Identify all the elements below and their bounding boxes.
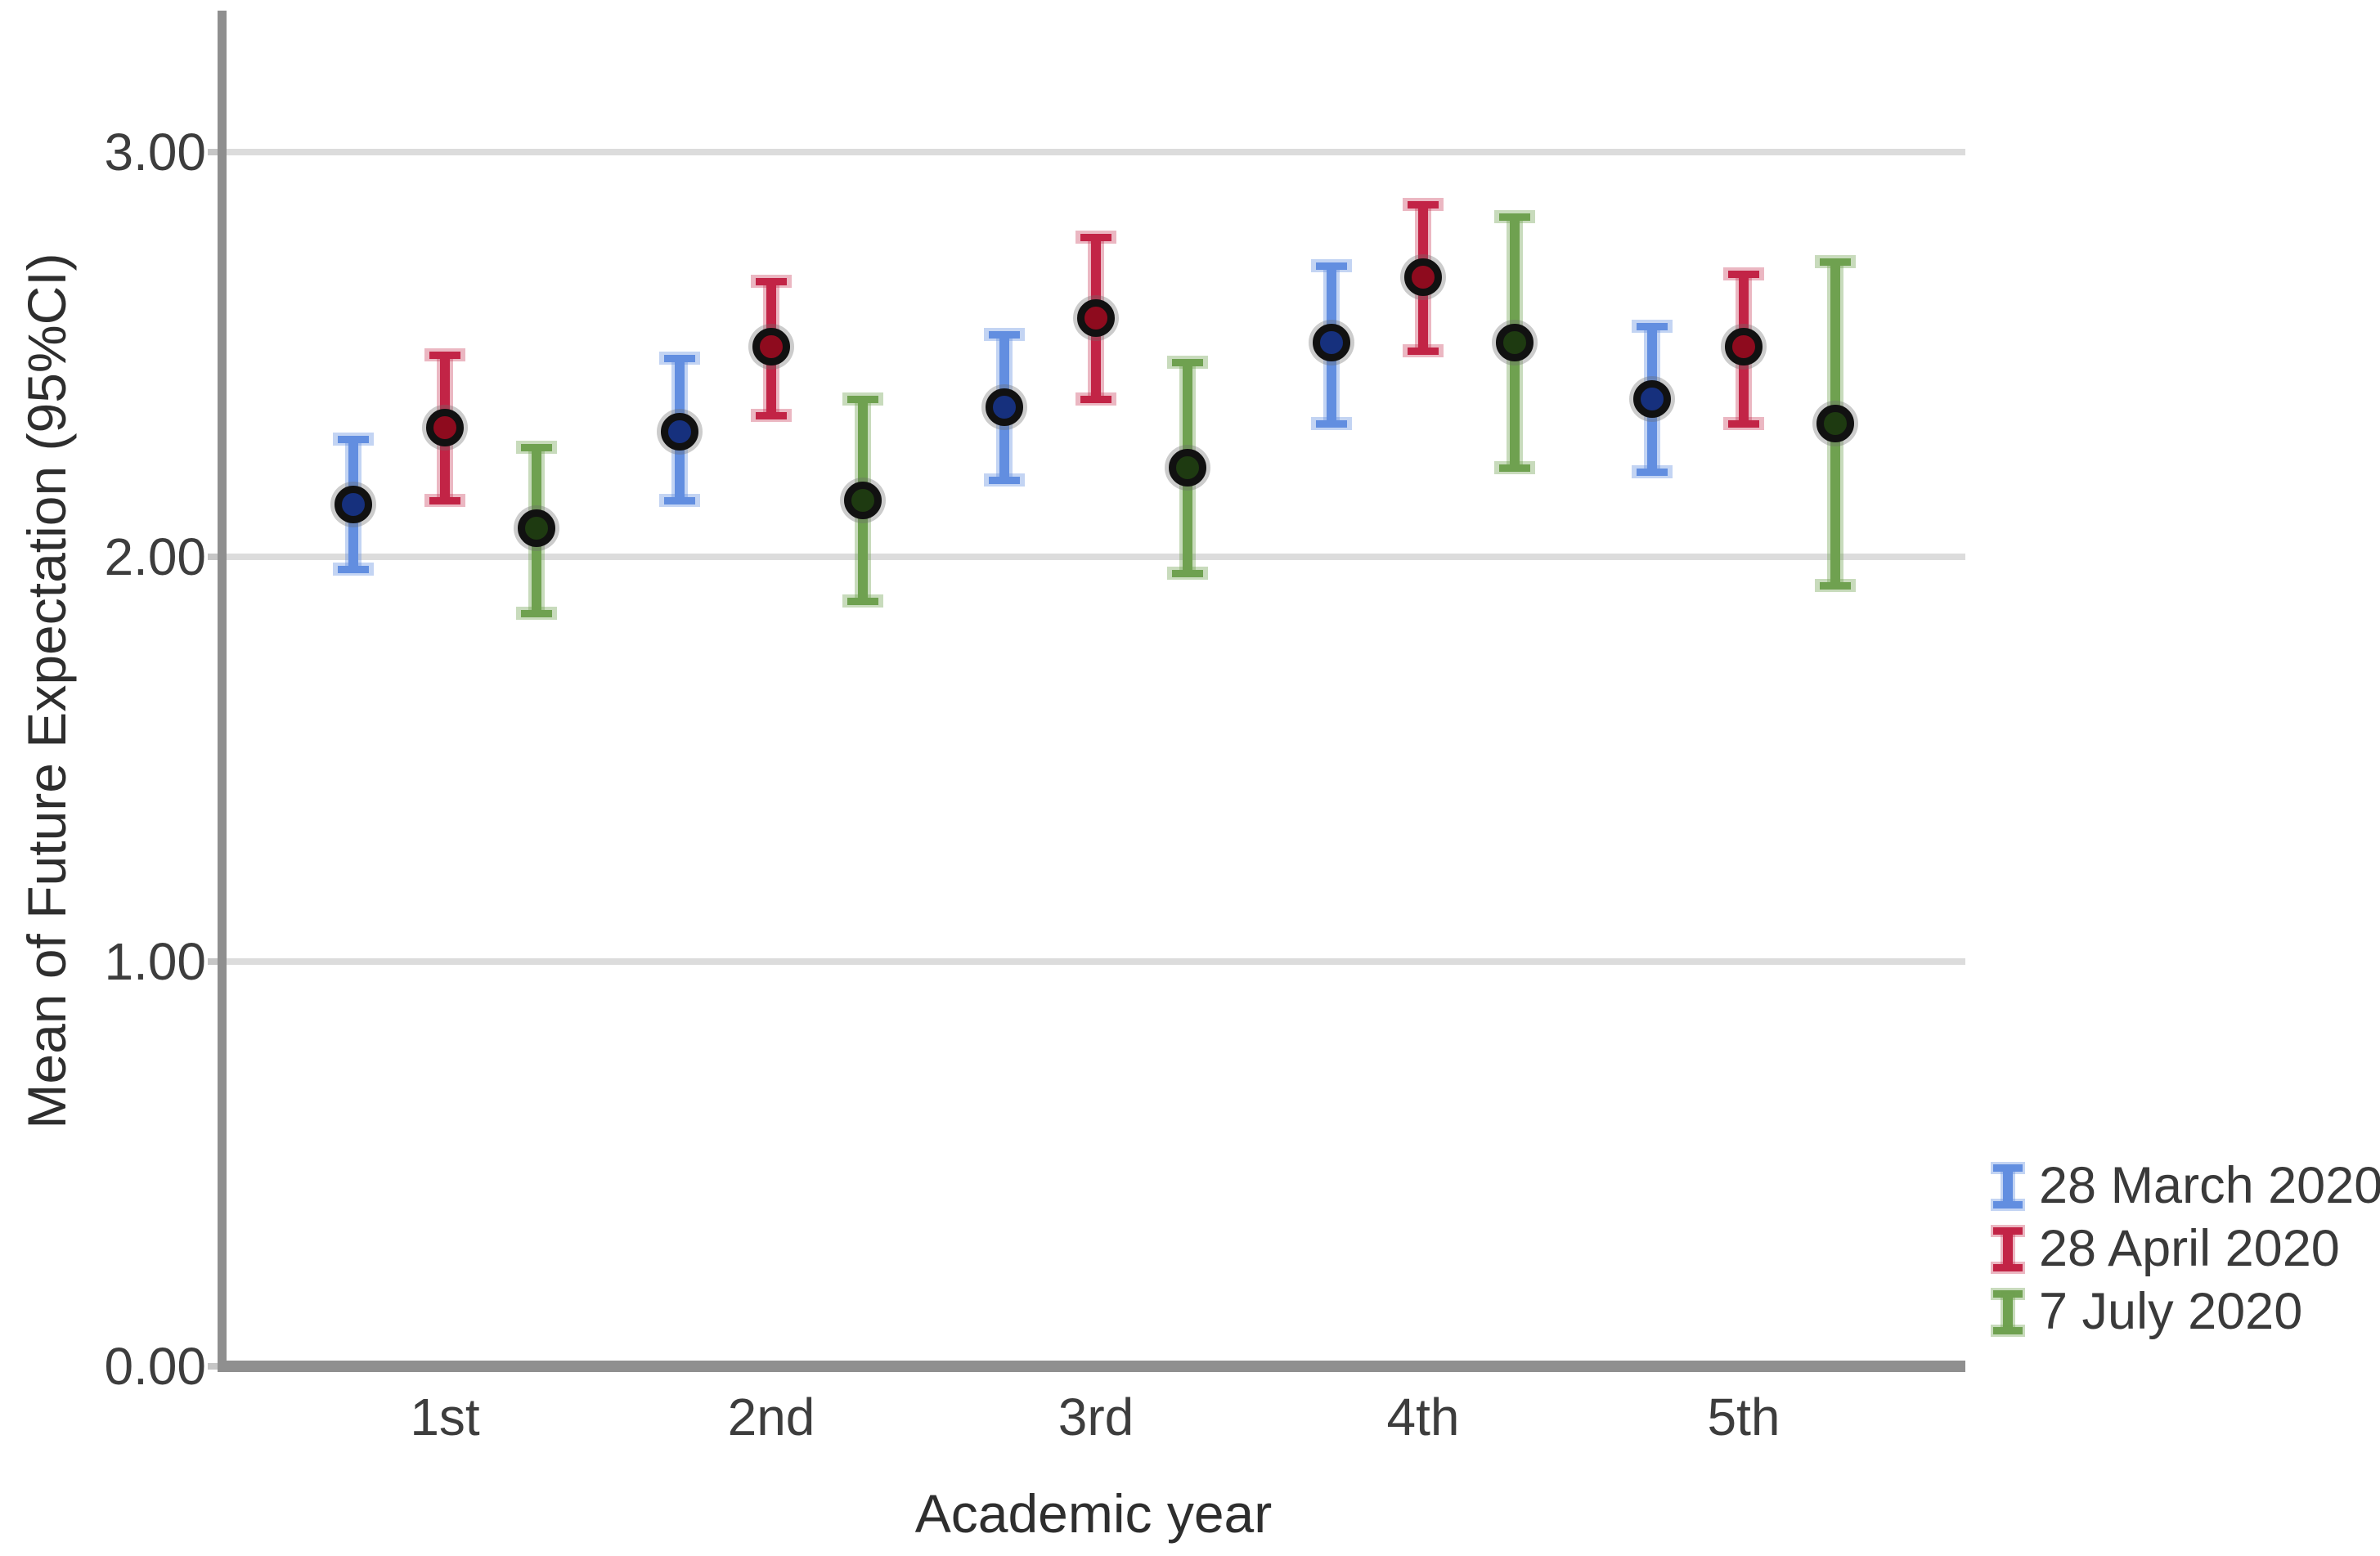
- mean-marker: [1496, 323, 1534, 361]
- ci-cap-bottom: [664, 496, 695, 504]
- y-tick-label-2.00: 2.00: [104, 527, 206, 586]
- mean-marker: [1077, 298, 1115, 337]
- mean-marker: [1313, 323, 1350, 361]
- glyph-cap-bottom: [1993, 1326, 2023, 1334]
- gridline-2.00: [227, 554, 1965, 560]
- mean-marker: [1816, 404, 1854, 442]
- x-tick-label-1st: 1st: [410, 1388, 480, 1446]
- ci-cap-bottom: [1172, 569, 1203, 577]
- mean-marker: [1725, 327, 1763, 365]
- x-tick-label-5th: 5th: [1707, 1388, 1781, 1446]
- ci-cap-bottom: [989, 476, 1020, 484]
- ci-cap-bottom: [756, 411, 787, 419]
- gridline-1.00: [227, 958, 1965, 965]
- mean-marker: [518, 509, 555, 548]
- ci-cap-bottom: [429, 496, 460, 504]
- errorbar-glyph-icon: [1993, 1289, 2023, 1334]
- mean-marker: [752, 327, 790, 365]
- x-axis-title: Academic year: [914, 1483, 1273, 1544]
- y-tick-label-0.00: 0.00: [104, 1337, 206, 1396]
- mean-marker: [1404, 258, 1442, 297]
- glyph-stem: [2003, 1167, 2013, 1205]
- ci-cap-bottom: [1637, 469, 1668, 477]
- glyph-stem: [2003, 1230, 2013, 1268]
- ci-cap-top: [1728, 270, 1759, 278]
- y-tick-mark-2.00: [208, 554, 218, 560]
- ci-cap-top: [1316, 262, 1347, 270]
- errorbar-glyph-icon: [1993, 1164, 2023, 1208]
- ci-cap-top: [664, 355, 695, 363]
- ci-cap-top: [989, 330, 1020, 339]
- ci-cap-top: [1499, 213, 1530, 222]
- ci-cap-bottom: [847, 598, 878, 606]
- x-tick-label-3rd: 3rd: [1058, 1388, 1134, 1446]
- y-tick-mark-1.00: [208, 958, 218, 965]
- mean-marker: [844, 481, 882, 519]
- mean-marker: [986, 388, 1023, 426]
- ci-cap-bottom: [1080, 395, 1111, 403]
- ci-cap-top: [521, 444, 552, 452]
- ci-cap-bottom: [1316, 419, 1347, 428]
- legend-label: 28 April 2020: [2039, 1220, 2340, 1277]
- ci-cap-bottom: [1820, 581, 1851, 590]
- glyph-cap-bottom: [1993, 1263, 2023, 1271]
- gridline-3.00: [227, 149, 1965, 155]
- y-tick-mark-3.00: [208, 149, 218, 155]
- legend-item-7-july-2020: 7 July 2020: [1993, 1280, 2380, 1343]
- mean-marker: [335, 485, 372, 523]
- mean-marker: [661, 412, 698, 451]
- y-axis-title: Mean of Future Expectation (95%CI): [16, 253, 77, 1129]
- ci-cap-top: [429, 351, 460, 359]
- y-tick-mark-0.00: [208, 1363, 218, 1370]
- x-axis-line: [218, 1361, 1965, 1372]
- ci-cap-top: [1820, 258, 1851, 266]
- ci-cap-top: [756, 278, 787, 286]
- ci-cap-top: [338, 436, 369, 444]
- ci-cap-bottom: [1499, 464, 1530, 473]
- ci-cap-top: [1637, 322, 1668, 330]
- ci-cap-bottom: [1408, 347, 1439, 355]
- mean-marker: [1169, 449, 1206, 487]
- y-axis-line: [218, 11, 227, 1372]
- glyph-stem: [2003, 1293, 2013, 1331]
- ci-cap-top: [1080, 233, 1111, 241]
- ci-cap-bottom: [1728, 419, 1759, 428]
- legend-label: 7 July 2020: [2039, 1283, 2303, 1340]
- errorbar-glyph-icon: [1993, 1226, 2023, 1271]
- x-tick-label-4th: 4th: [1386, 1388, 1460, 1446]
- ci-cap-top: [1172, 359, 1203, 367]
- y-tick-label-1.00: 1.00: [104, 932, 206, 991]
- x-tick-label-2nd: 2nd: [727, 1388, 815, 1446]
- mean-marker: [426, 408, 464, 446]
- legend: 28 March 2020 28 April 2020 7 July 2020: [1993, 1155, 2380, 1343]
- legend-item-28-april-2020: 28 April 2020: [1993, 1217, 2380, 1280]
- ci-cap-top: [847, 395, 878, 403]
- ci-cap-bottom: [521, 610, 552, 618]
- legend-label: 28 March 2020: [2039, 1157, 2380, 1214]
- y-tick-label-3.00: 3.00: [104, 123, 206, 182]
- legend-item-28-march-2020: 28 March 2020: [1993, 1155, 2380, 1217]
- mean-marker: [1633, 379, 1671, 418]
- glyph-cap-bottom: [1993, 1200, 2023, 1208]
- ci-cap-top: [1408, 201, 1439, 209]
- ci-cap-bottom: [338, 565, 369, 573]
